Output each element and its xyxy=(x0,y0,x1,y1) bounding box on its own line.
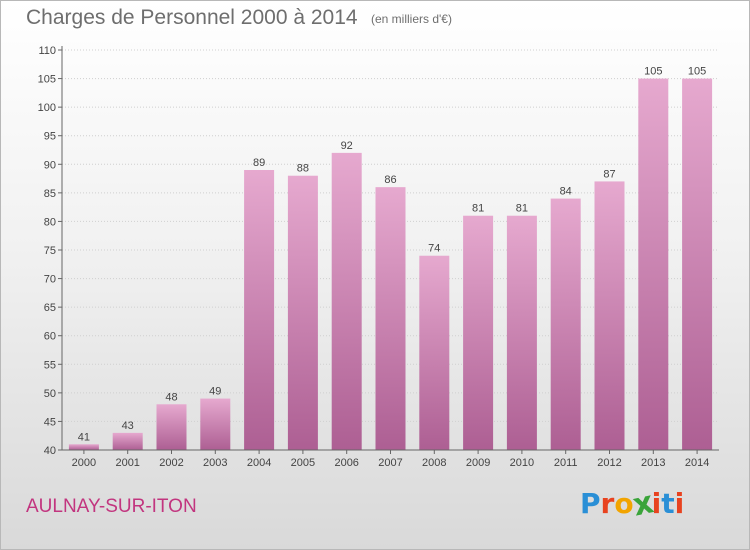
y-tick-label: 85 xyxy=(44,188,56,200)
y-tick-label: 100 xyxy=(38,102,56,114)
x-tick-label: 2004 xyxy=(247,457,271,469)
data-label: 92 xyxy=(341,140,353,152)
x-tick-label: 2002 xyxy=(159,457,183,469)
logo-letter: i xyxy=(651,487,662,520)
data-label: 81 xyxy=(516,203,528,215)
x-tick-label: 2014 xyxy=(685,457,709,469)
logo-letter: P xyxy=(580,487,601,520)
bar-2004 xyxy=(244,170,275,450)
chart-subtitle: (en milliers d'€) xyxy=(371,12,452,26)
bar-2009 xyxy=(463,215,494,450)
data-label: 84 xyxy=(560,186,572,198)
axes xyxy=(58,46,719,454)
y-tick-label: 70 xyxy=(44,274,56,286)
bar-2011 xyxy=(550,198,581,450)
x-tick-label: 2012 xyxy=(597,457,621,469)
y-tick-label: 45 xyxy=(44,416,56,428)
x-tick-label: 2000 xyxy=(72,457,96,469)
data-label: 105 xyxy=(688,66,706,78)
logo-letter: o xyxy=(614,487,634,520)
bar-2002 xyxy=(156,404,187,450)
data-label: 81 xyxy=(472,203,484,215)
data-label: 48 xyxy=(165,391,177,403)
x-tick-label: 2009 xyxy=(466,457,490,469)
bar-2006 xyxy=(331,152,362,450)
x-tick-label: 2010 xyxy=(510,457,534,469)
y-tick-label: 110 xyxy=(38,45,56,57)
chart-title: Charges de Personnel 2000 à 2014 xyxy=(26,6,358,29)
y-tick-label: 55 xyxy=(44,359,56,371)
y-tick-label: 80 xyxy=(44,216,56,228)
x-tick-label: 2011 xyxy=(554,457,578,469)
x-tick-label: 2006 xyxy=(334,457,358,469)
bar-2008 xyxy=(419,255,450,450)
x-tick-label: 2003 xyxy=(203,457,227,469)
bar-2014 xyxy=(682,78,713,451)
y-tick-label: 50 xyxy=(44,388,56,400)
bar-2000 xyxy=(68,444,99,450)
logo-letter: r xyxy=(600,487,615,520)
data-label: 105 xyxy=(644,66,662,78)
logo-letter: t xyxy=(661,487,675,520)
bar-2003 xyxy=(200,398,231,450)
y-tick-label: 95 xyxy=(44,131,56,143)
data-label: 88 xyxy=(297,163,309,175)
y-tick-label: 40 xyxy=(44,445,56,457)
data-label: 74 xyxy=(428,243,440,255)
data-label: 87 xyxy=(603,168,615,180)
y-tick-label: 90 xyxy=(44,159,56,171)
y-tick-label: 60 xyxy=(44,331,56,343)
bar-2005 xyxy=(287,175,318,450)
data-label: 49 xyxy=(209,386,221,398)
bars xyxy=(68,78,713,451)
x-tick-label: 2008 xyxy=(422,457,446,469)
labels: 40 45 50 55 60 65 70 75 80 85 90 95 100 105 110 41 2000 4… xyxy=(38,45,710,469)
x-tick-label: 2001 xyxy=(115,457,139,469)
bar-2012 xyxy=(594,181,625,450)
data-label: 86 xyxy=(384,174,396,186)
bar-2013 xyxy=(638,78,669,451)
x-tick-label: 2007 xyxy=(378,457,402,469)
logo-letter: i xyxy=(674,487,685,520)
y-tick-label: 75 xyxy=(44,245,56,257)
x-tick-label: 2013 xyxy=(641,457,665,469)
y-tick-label: 105 xyxy=(38,74,56,86)
x-tick-label: 2005 xyxy=(291,457,315,469)
y-tick-label: 65 xyxy=(44,302,56,314)
data-label: 89 xyxy=(253,157,265,169)
bar-2007 xyxy=(375,187,406,450)
proxiti-logo[interactable]: Proxiti xyxy=(580,484,685,524)
bar-2010 xyxy=(506,215,537,450)
data-label: 41 xyxy=(78,431,90,443)
data-label: 43 xyxy=(122,420,134,432)
city-name: AULNAY-SUR-ITON xyxy=(26,496,197,517)
bar-2001 xyxy=(112,432,143,450)
